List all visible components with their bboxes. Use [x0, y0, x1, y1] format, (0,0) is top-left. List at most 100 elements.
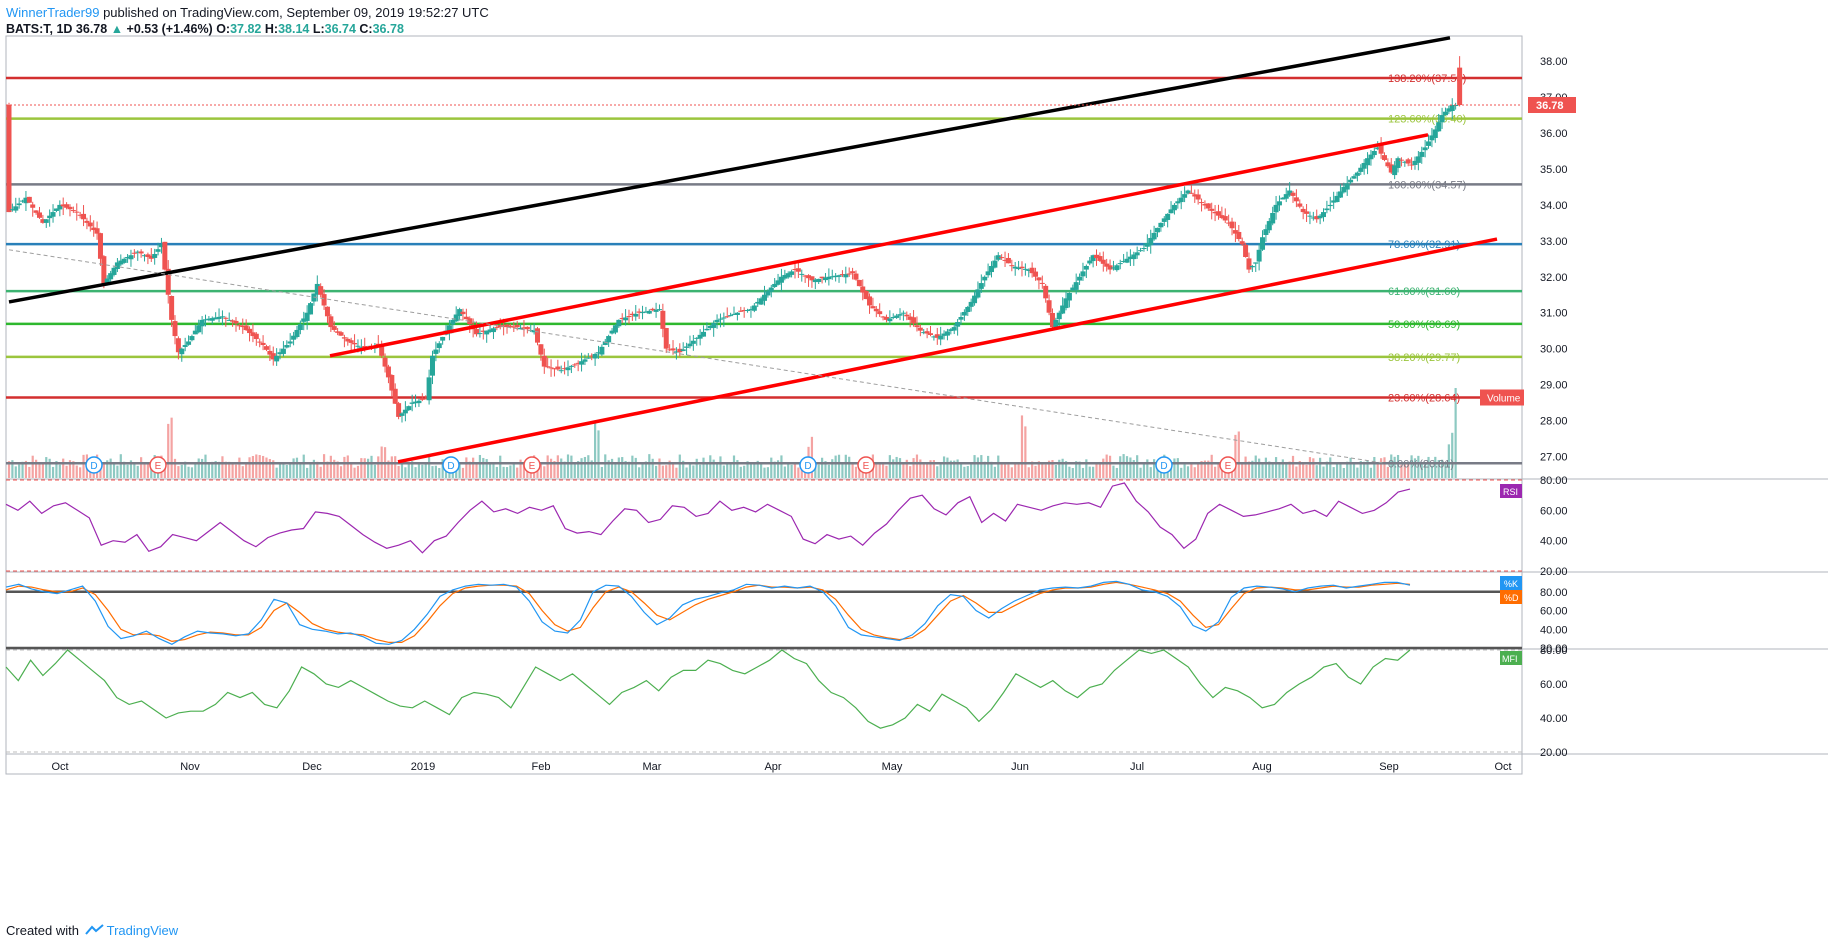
candle-body	[707, 325, 713, 329]
mfi-line	[5, 649, 1411, 729]
candle-body	[1012, 266, 1018, 269]
candle-body	[643, 311, 649, 313]
candle-body	[199, 319, 205, 327]
volume-bar	[1024, 426, 1027, 478]
candle-body	[1243, 244, 1249, 257]
indicator-tick-label: 60.00	[1540, 606, 1568, 618]
candle-body	[209, 318, 215, 321]
candle-body	[887, 318, 893, 322]
volume-bar	[214, 461, 217, 478]
volume-bar	[427, 456, 431, 478]
volume-bar	[665, 465, 668, 478]
volume-bar	[881, 463, 885, 478]
volume-bar	[1081, 467, 1085, 478]
candle-body	[219, 316, 225, 318]
time-tick-label: Dec	[302, 761, 322, 773]
volume-bar	[245, 464, 248, 478]
candle-body	[646, 310, 652, 314]
candle-body	[955, 322, 961, 327]
candle-body	[1334, 195, 1340, 203]
volume-bar	[1071, 467, 1074, 478]
candle-body	[1002, 259, 1008, 261]
high-label: H:	[264, 22, 279, 36]
volume-bar	[1342, 467, 1345, 478]
candle-body	[833, 275, 839, 278]
volume-bar	[776, 460, 780, 478]
volume-bar	[1278, 464, 1281, 478]
volume-bar	[1258, 458, 1261, 478]
tradingview-link[interactable]: TradingView	[106, 923, 179, 938]
volume-bar	[180, 464, 183, 478]
volume-bar	[1410, 455, 1413, 478]
volume-bar	[1400, 464, 1403, 478]
volume-bar	[377, 456, 380, 478]
candle-body	[619, 317, 625, 319]
candle-body	[57, 204, 63, 210]
candle-body	[717, 318, 723, 320]
volume-bar	[343, 456, 346, 478]
volume-bar	[753, 462, 756, 478]
dividend-marker-icon	[1155, 456, 1173, 474]
volume-bar	[207, 463, 210, 478]
volume-bar	[1051, 460, 1054, 478]
candle-body	[765, 291, 771, 296]
volume-bar	[75, 465, 78, 478]
volume-bar	[1285, 461, 1288, 478]
candle-body	[1297, 203, 1303, 207]
volume-bar	[336, 461, 339, 478]
candle-body	[43, 219, 49, 223]
volume-bar	[478, 454, 482, 478]
candle-body	[846, 273, 852, 275]
candle-body	[697, 334, 703, 339]
volume-bar	[1105, 454, 1108, 478]
candle-body	[114, 262, 120, 269]
time-tick-label: May	[882, 761, 903, 773]
candle-body	[640, 312, 646, 314]
volume-bar	[580, 458, 583, 478]
volume-bar	[414, 467, 417, 478]
symbol-label[interactable]: BATS:T, 1D	[6, 22, 73, 36]
volume-bar	[1095, 463, 1098, 478]
volume-bar	[773, 461, 776, 478]
candle-body	[585, 357, 591, 359]
volume-bar	[106, 460, 109, 478]
candle-body	[145, 254, 151, 257]
author-link[interactable]: WinnerTrader99	[6, 5, 100, 20]
candle-body	[318, 286, 324, 295]
candle-body	[142, 255, 148, 257]
candle-body	[125, 257, 131, 259]
candle-body	[1446, 108, 1452, 112]
event-marker-label: D	[1160, 461, 1167, 472]
candle-body	[348, 340, 354, 343]
volume-bar	[600, 466, 603, 478]
close-label: C:	[359, 22, 373, 36]
rsi-badge-label: RSI	[1503, 487, 1518, 497]
candle-body	[1066, 292, 1072, 301]
volume-bar	[1359, 461, 1362, 478]
volume-bar	[1322, 466, 1325, 478]
volume-bar	[980, 455, 983, 478]
candle-body	[67, 206, 73, 210]
volume-bar	[787, 462, 790, 478]
volume-bar	[678, 454, 681, 478]
volume-bar	[1288, 461, 1291, 478]
volume-bar	[28, 466, 31, 478]
candle-body	[450, 319, 456, 325]
candle-body	[1310, 217, 1316, 219]
volume-bar	[1363, 461, 1366, 478]
candle-body	[1134, 252, 1140, 256]
channel-lower-line	[397, 237, 1498, 464]
volume-bar	[1197, 464, 1200, 478]
candle-body	[982, 276, 988, 281]
volume-bar	[129, 460, 133, 478]
stoch-k-badge	[1500, 576, 1522, 590]
volume-bar	[397, 465, 400, 478]
volume-bar	[651, 458, 654, 478]
candle-body	[961, 311, 967, 316]
candle-body	[822, 277, 828, 281]
stoch-k-line	[5, 580, 1411, 645]
rsi-badge	[1500, 484, 1522, 498]
candle-body	[934, 334, 940, 338]
volume-bar	[987, 455, 990, 478]
